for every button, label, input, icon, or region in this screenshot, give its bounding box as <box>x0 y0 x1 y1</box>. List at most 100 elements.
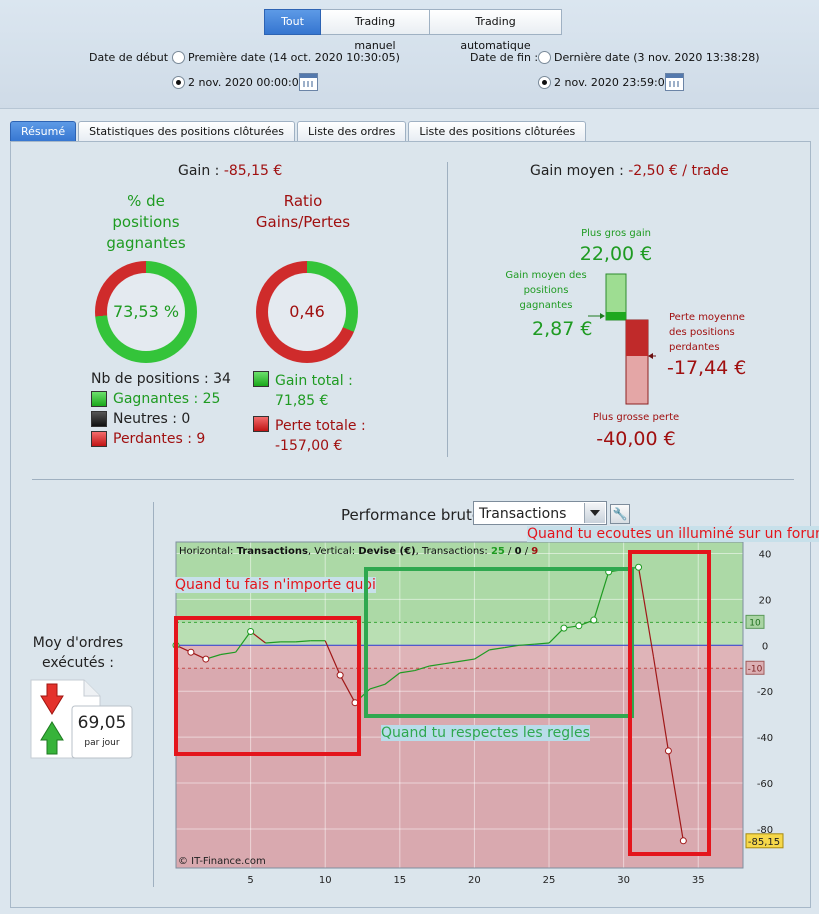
chart-header-part: / <box>522 546 532 557</box>
y-tick-label: 40 <box>759 549 772 560</box>
gain-moyen-arrow-icon <box>600 313 605 319</box>
down-arrow-icon <box>40 683 64 715</box>
plus-grosse-perte-label: Plus grosse perte <box>592 412 680 423</box>
plus-gros-gain-label: Plus gros gain <box>581 228 651 239</box>
pct-title-line: gagnantes <box>106 234 186 252</box>
series-segment <box>459 658 475 662</box>
tab-liste-ordres[interactable]: Liste des ordres <box>297 121 407 142</box>
series-segment <box>369 683 386 690</box>
x-tick-label: 15 <box>393 875 406 886</box>
chart-header-part: 25 <box>491 546 505 557</box>
perte-moyenne-value: -17,44 € <box>667 357 747 379</box>
series-segment <box>235 631 252 653</box>
data-point <box>679 837 687 845</box>
date-debut-label: Date de début : <box>89 51 176 64</box>
x-tick-label: 5 <box>247 875 253 886</box>
data-point <box>590 616 598 624</box>
perte-moyenne-arrow-icon <box>648 353 653 359</box>
pct-title: % de positions gagnantes <box>96 191 196 254</box>
gain-total-value: 71,85 € <box>275 393 329 409</box>
donut-hole <box>268 273 346 351</box>
gain-total: Gain total : 71,85 € <box>275 371 353 411</box>
series-segment <box>519 643 535 646</box>
last-value-label: -85,15 <box>748 837 780 848</box>
perdantes-legend-icon <box>91 431 107 447</box>
watermark: © IT-Finance.com <box>178 856 266 867</box>
performance-chart: 40 20 0 -20 -40 -60 -80 5 10 15 20 25 30 35 10 -10 -85,1… <box>172 541 784 886</box>
series-segment <box>652 656 669 752</box>
wrench-icon[interactable]: 🔧 <box>610 504 630 524</box>
gain-moyen-value: -2,50 € / trade <box>628 163 729 179</box>
chart-header-part: 9 <box>531 546 538 557</box>
series-segment <box>667 750 684 841</box>
gain-moyen-bar <box>606 312 626 320</box>
perte-totale: Perte totale : -157,00 € <box>275 416 366 456</box>
perte-moyenne-bar <box>626 320 648 356</box>
series-segment <box>534 642 550 645</box>
target-hi-box <box>745 614 765 629</box>
date-fin-value: 2 nov. 2020 23:59:00 <box>554 76 672 89</box>
label-line: Moy d'ordres <box>32 635 124 651</box>
date-debut-value: 2 nov. 2020 00:00:05 <box>188 76 306 89</box>
derniere-date-label: Dernière date (3 nov. 2020 13:38:28) <box>554 51 760 64</box>
ratio-title-line: Gains/Pertes <box>255 213 351 231</box>
gagnantes-legend-icon <box>91 391 107 407</box>
chart-header: Horizontal: Transactions, Vertical: Devi… <box>179 546 538 557</box>
loss-zone <box>176 668 743 868</box>
label-line: exécutés : <box>42 655 114 671</box>
y-tick-label: -20 <box>757 687 773 698</box>
ordres-value-box <box>71 705 133 759</box>
date-fin-custom-radio[interactable] <box>538 76 551 89</box>
annotation-box-green <box>364 567 634 718</box>
gain-moyen-gagnantes-label: Gain moyen des positions gagnantes <box>496 268 596 313</box>
gagnantes-count: Gagnantes : 25 <box>113 391 221 407</box>
y-tick-label: -40 <box>757 733 773 744</box>
gain-total-legend-icon <box>253 371 269 387</box>
date-fin-calendar-icon[interactable] <box>665 73 684 91</box>
gain-label: Gain : <box>178 163 220 179</box>
tab-statistiques[interactable]: Statistiques des positions clôturées <box>78 121 296 142</box>
derniere-date-radio[interactable] <box>538 51 551 64</box>
performance-select[interactable]: Transactions <box>473 501 607 525</box>
data-point <box>202 655 210 663</box>
tab-resume[interactable]: Résumé <box>10 121 77 142</box>
filter-segmented-control: Tout Trading manuel Trading automatique <box>264 9 562 52</box>
date-debut-calendar-icon[interactable] <box>299 73 318 91</box>
annotation-box-red-1 <box>174 616 361 756</box>
filter-tout-button[interactable]: Tout <box>264 9 321 35</box>
performance-label: Performance brute <box>341 506 482 524</box>
chart-header-part: , Transactions: <box>416 546 491 557</box>
premiere-date-radio[interactable] <box>172 51 185 64</box>
series-segment <box>414 665 430 672</box>
date-debut-custom-radio[interactable] <box>172 76 185 89</box>
series-segment <box>637 567 655 657</box>
chart-header-part: / <box>505 546 515 557</box>
filter-bar: Tout Trading manuel Trading automatique … <box>0 0 819 109</box>
x-tick-label: 30 <box>617 875 630 886</box>
series-segment <box>220 651 236 656</box>
series-segment <box>265 641 281 644</box>
perdantes-count: Perdantes : 9 <box>113 431 206 447</box>
filter-trading-automatique-button[interactable]: Trading automatique <box>430 9 562 52</box>
chart-header-part: Horizontal: <box>179 546 237 557</box>
pct-title-line: % de <box>127 192 165 210</box>
up-arrow-icon <box>40 721 64 755</box>
pct-title-line: positions <box>112 213 180 231</box>
gain-loss-bar-graphic <box>588 273 656 405</box>
moy-ordres-unit: par jour <box>84 738 120 748</box>
label-line: des positions <box>669 327 735 338</box>
filter-trading-manuel-button[interactable]: Trading manuel <box>321 9 430 52</box>
premiere-date-label: Première date (14 oct. 2020 10:30:05) <box>188 51 400 64</box>
pct-value: 73,53 % <box>112 302 180 321</box>
data-point <box>187 648 195 656</box>
label-line: Perte moyenne <box>669 312 745 323</box>
ratio-title: Ratio Gains/Pertes <box>247 191 359 233</box>
tab-liste-positions[interactable]: Liste des positions clôturées <box>408 121 587 142</box>
series-segment <box>504 644 520 649</box>
series-segment <box>474 649 490 660</box>
section-divider <box>153 502 154 887</box>
series-segment <box>489 647 505 651</box>
perte-moyenne-label: Perte moyenne des positions perdantes <box>669 310 745 355</box>
pct-gagnantes-donut: 73,53 % <box>95 261 197 363</box>
chevron-down-icon[interactable] <box>584 503 605 523</box>
